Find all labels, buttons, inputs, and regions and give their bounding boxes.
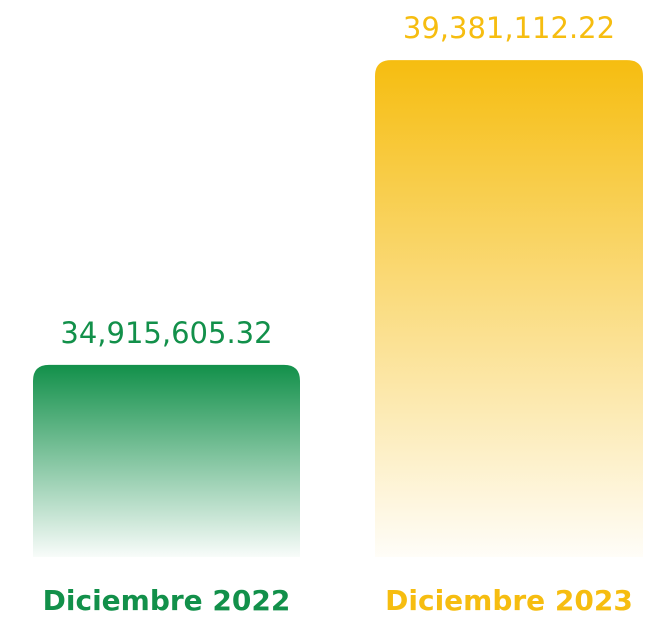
bar [375,60,643,558]
category-label: Diciembre 2023 [385,584,633,617]
value-label: 39,381,112.22 [403,11,615,45]
bar [33,364,300,557]
value-label: 34,915,605.32 [60,316,272,350]
category-label: Diciembre 2022 [43,584,291,617]
